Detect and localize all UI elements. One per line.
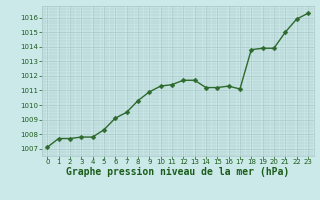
X-axis label: Graphe pression niveau de la mer (hPa): Graphe pression niveau de la mer (hPa) [66,167,289,177]
